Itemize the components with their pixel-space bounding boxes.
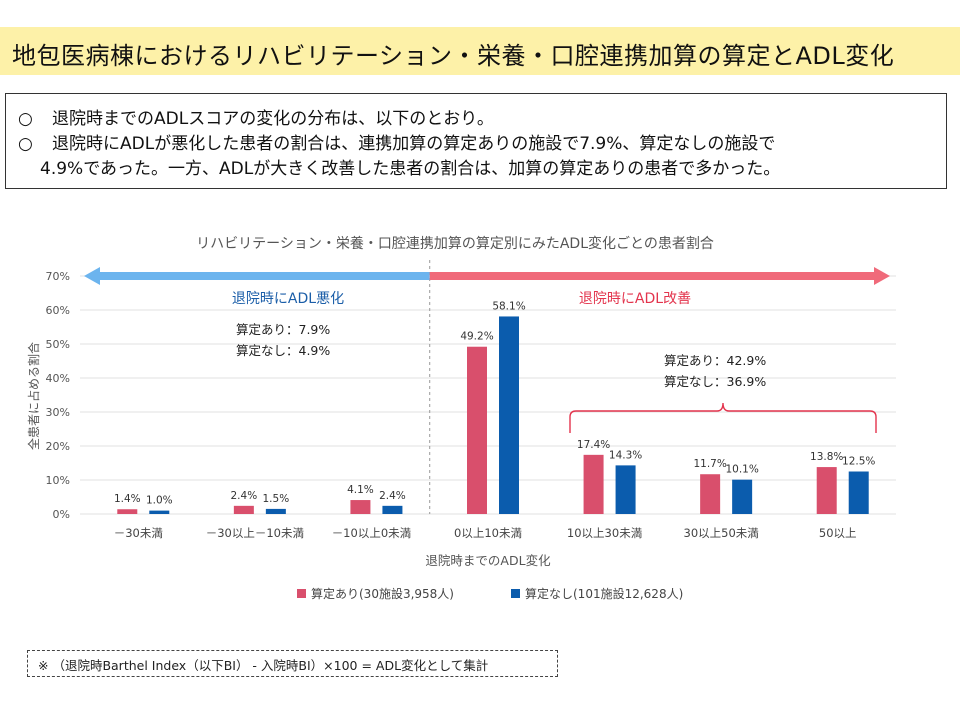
x-tick-label: 30以上50未満 [684, 526, 759, 540]
y-tick-label: 10% [46, 474, 70, 487]
better-group-stat: 算定なし：36.9% [664, 374, 766, 389]
page-title: 地包医病棟におけるリハビリテーション・栄養・口腔連携加算の算定とADL変化 [12, 42, 895, 70]
better-arrow-head [874, 267, 890, 285]
summary-text-1: 退院時までのADLスコアの変化の分布は、以下のとおり。 [52, 109, 494, 129]
bar [350, 500, 371, 514]
data-label: 1.5% [263, 493, 290, 505]
better-group-stat: 算定あり：42.9% [664, 353, 766, 368]
data-label: 2.4% [231, 490, 258, 502]
x-tick-label: －10以上0未満 [332, 526, 411, 540]
y-axis-label: 全患者に占める割合 [26, 342, 41, 450]
worse-arrow-head [84, 267, 100, 285]
bar [615, 465, 636, 514]
y-tick-label: 70% [46, 270, 70, 283]
y-tick-label: 30% [46, 406, 70, 419]
summary-line-3: 4.9%であった。一方、ADLが大きく改善した患者の割合は、加算の算定ありの患者… [40, 159, 781, 179]
bar [382, 505, 403, 514]
legend-label: 算定あり(30施設3,958人) [311, 586, 454, 601]
data-label: 2.4% [379, 490, 406, 502]
x-tick-label: 10以上30未満 [567, 526, 642, 540]
data-label: 10.1% [725, 464, 758, 476]
data-label: 12.5% [842, 456, 875, 468]
note-text: ※ （退院時Barthel Index（以下BI） - 入院時BI）×100 =… [38, 658, 489, 673]
data-label: 13.8% [810, 451, 843, 463]
data-label: 4.1% [347, 484, 374, 496]
x-tick-label: －30未満 [114, 526, 163, 540]
chart-title: リハビリテーション・栄養・口腔連携加算の算定別にみたADL変化ごとの患者割合 [196, 235, 714, 252]
summary-text-2: 退院時にADLが悪化した患者の割合は、連携加算の算定ありの施設で7.9%、算定な… [52, 134, 776, 154]
better-region-label: 退院時にADL改善 [579, 291, 691, 307]
bar [499, 316, 519, 514]
data-label: 1.0% [146, 495, 173, 507]
bar [117, 509, 138, 514]
note-box: ※ （退院時Barthel Index（以下BI） - 入院時BI）×100 =… [27, 650, 558, 677]
bar [233, 505, 254, 514]
bar [583, 454, 604, 514]
summary-line-2: ○ 退院時にADLが悪化した患者の割合は、連携加算の算定ありの施設で7.9%、算定… [18, 129, 775, 154]
bullet-icon: ○ [18, 109, 33, 129]
y-tick-label: 20% [46, 440, 70, 453]
bar [149, 510, 170, 514]
legend-swatch [297, 589, 306, 598]
data-label: 17.4% [577, 439, 610, 451]
bar [732, 479, 753, 514]
data-label: 58.1% [492, 300, 525, 312]
bar [816, 467, 837, 514]
bar [848, 471, 869, 514]
bar [265, 508, 286, 514]
summary-box: ○ 退院時までのADLスコアの変化の分布は、以下のとおり。 ○ 退院時にADLが悪化… [5, 93, 947, 189]
data-label: 14.3% [609, 449, 642, 461]
legend-swatch [511, 589, 520, 598]
x-tick-label: 0以上10未満 [454, 526, 522, 540]
worse-group-stat: 算定なし：4.9% [236, 343, 330, 358]
y-tick-label: 40% [46, 372, 70, 385]
worse-region-label: 退院時にADL悪化 [232, 291, 344, 307]
data-label: 11.7% [693, 458, 726, 470]
adl-change-chart: リハビリテーション・栄養・口腔連携加算の算定別にみたADL変化ごとの患者割合 0%… [26, 235, 896, 601]
x-tick-label: 50以上 [819, 526, 857, 540]
better-group-brace [569, 402, 877, 433]
bar [700, 474, 721, 514]
y-tick-label: 60% [46, 304, 70, 317]
data-label: 49.2% [460, 331, 493, 343]
y-tick-label: 0% [53, 508, 70, 521]
bullet-icon: ○ [18, 134, 33, 154]
y-tick-label: 50% [46, 338, 70, 351]
legend-label: 算定なし(101施設12,628人) [525, 586, 683, 601]
bar [467, 346, 487, 514]
title-bar [0, 27, 960, 75]
summary-line-1: ○ 退院時までのADLスコアの変化の分布は、以下のとおり。 [18, 104, 494, 129]
data-label: 1.4% [114, 493, 141, 505]
x-tick-label: －30以上－10未満 [206, 526, 304, 540]
x-axis-label: 退院時までのADL変化 [425, 553, 551, 568]
worse-group-stat: 算定あり：7.9% [236, 322, 330, 337]
